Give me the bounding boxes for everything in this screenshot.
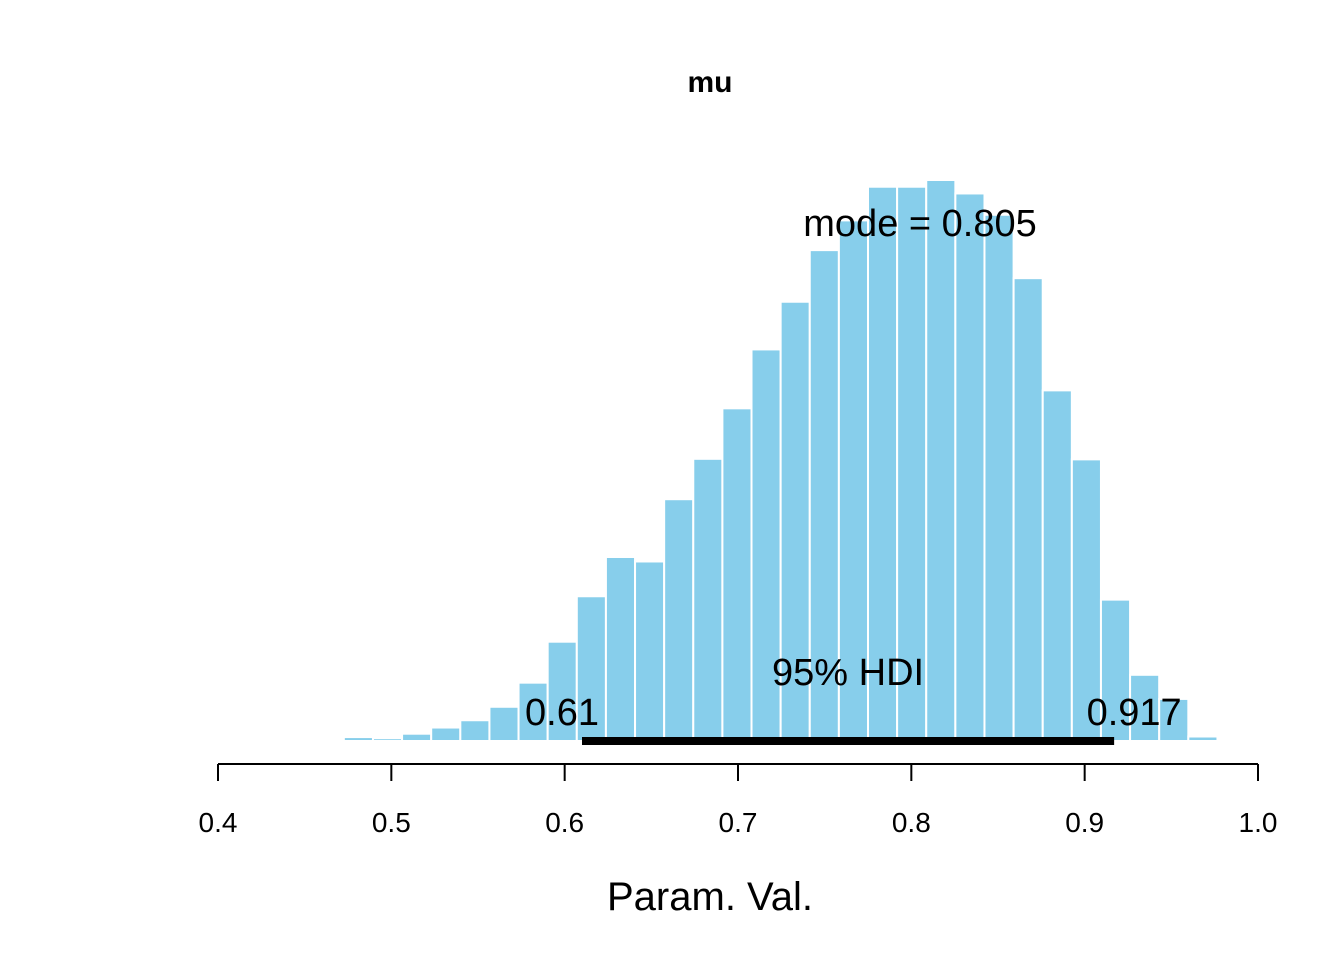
histogram-bar [925, 179, 957, 742]
histogram-bar [488, 705, 520, 742]
histogram-bar [1099, 598, 1132, 742]
histogram-bar [1187, 735, 1219, 743]
histogram-bar [342, 736, 374, 742]
histogram-bar [663, 498, 695, 743]
x-tick-label: 0.9 [1065, 807, 1104, 838]
histogram-bar [779, 300, 811, 742]
x-tick-label: 0.8 [892, 807, 931, 838]
x-axis: 0.4 0.5 0.6 0.7 0.8 0.9 1.0 [199, 763, 1278, 838]
hdi-label: 95% HDI [772, 652, 924, 694]
histogram-bar [721, 407, 753, 742]
x-tick-label: 0.5 [372, 807, 411, 838]
histogram-bar [867, 185, 899, 742]
histogram-bar [401, 732, 433, 742]
bars-layer [342, 179, 1219, 743]
histogram-bar [634, 560, 666, 742]
x-tick-label: 0.6 [545, 807, 584, 838]
x-tick-label: 0.7 [719, 807, 758, 838]
histogram-bar [459, 719, 491, 742]
mode-label: mode = 0.805 [803, 203, 1036, 245]
histogram-bar [371, 737, 404, 743]
histogram-bar [808, 249, 840, 742]
histogram-bar [837, 219, 870, 742]
x-axis-label: Param. Val. [607, 875, 813, 919]
x-tick-label: 0.4 [199, 807, 238, 838]
histogram-bar [896, 185, 928, 742]
histogram-bar [692, 457, 724, 742]
histogram-bar [983, 213, 1015, 743]
histogram-bar [1070, 458, 1102, 742]
histogram-bar [1041, 389, 1073, 742]
histogram-bar [430, 726, 462, 743]
chart-title: mu [688, 66, 733, 99]
histogram-bar [1012, 277, 1044, 742]
histogram-bar [1129, 673, 1161, 742]
hdi-high-label: 0.917 [1087, 692, 1182, 734]
histogram-bar [954, 192, 986, 743]
hdi-low-label: 0.61 [525, 692, 599, 734]
histogram-bar [1158, 697, 1190, 742]
histogram-bar [575, 595, 607, 743]
x-tick-label: 1.0 [1239, 807, 1278, 838]
histogram-bar [604, 555, 637, 742]
